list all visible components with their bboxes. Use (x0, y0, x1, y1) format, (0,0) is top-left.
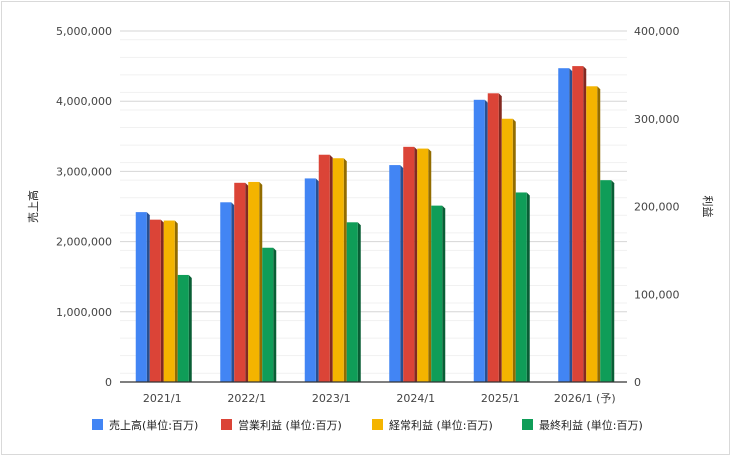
bar (262, 247, 274, 382)
bar (473, 99, 485, 383)
bar (501, 118, 513, 382)
y-tick-label: 1,000,000 (56, 306, 112, 319)
x-tick-label: 2025/1 (481, 392, 520, 405)
bar (318, 154, 330, 382)
bar (346, 222, 358, 382)
y2-tick-label: 400,000 (634, 25, 680, 38)
bar (389, 165, 401, 382)
y-tick-label: 4,000,000 (56, 95, 112, 108)
legend-swatch (522, 419, 533, 430)
y2-tick-label: 0 (634, 376, 641, 389)
bar-side (315, 178, 319, 382)
legend-swatch (221, 419, 232, 430)
bar (304, 178, 316, 382)
bar-side (484, 99, 488, 383)
bar (220, 202, 232, 382)
legend-label: 経常利益 (単位:百万) (389, 418, 493, 432)
bar (515, 192, 527, 382)
bar-side (343, 158, 347, 382)
x-tick-label: 2026/1 (予) (554, 392, 616, 405)
bar-side (498, 93, 502, 383)
y-tick-label: 5,000,000 (56, 25, 112, 38)
bar (558, 68, 570, 383)
y2-axis-title: 利益 (701, 196, 715, 218)
bar-side (611, 180, 615, 382)
bar-side (231, 202, 235, 382)
bar-side (146, 212, 150, 382)
bar (149, 219, 161, 382)
x-tick-label: 2022/1 (227, 392, 266, 405)
legend-swatch (372, 419, 383, 430)
legend-label: 売上高(単位:百万) (109, 418, 198, 432)
bar (163, 220, 175, 382)
bar (403, 146, 415, 382)
bar-side (329, 154, 333, 382)
y2-tick-label: 100,000 (634, 288, 680, 301)
bar (600, 180, 612, 382)
bar-side (160, 219, 164, 382)
bar (417, 148, 429, 382)
x-tick-label: 2021/1 (143, 392, 182, 405)
bar (572, 66, 584, 382)
bar-side (414, 146, 418, 382)
bar-side (512, 118, 516, 382)
bar-side (526, 192, 530, 382)
bar-side (245, 182, 249, 382)
y-tick-label: 0 (105, 376, 112, 389)
bar (135, 212, 147, 382)
bar (487, 93, 499, 383)
bar (431, 205, 443, 382)
bar-side (259, 181, 263, 382)
bar-side (273, 247, 277, 382)
bar-side (442, 205, 446, 382)
bar-side (400, 165, 404, 382)
bar (586, 86, 598, 382)
bar-side (597, 86, 601, 382)
legend-swatch (92, 419, 103, 430)
x-tick-label: 2024/1 (396, 392, 435, 405)
legend-label: 最終利益 (単位:百万) (539, 418, 643, 432)
bar-side (428, 148, 432, 382)
x-tick-label: 2023/1 (312, 392, 351, 405)
bar (234, 182, 246, 382)
bar (248, 181, 260, 382)
y2-tick-label: 300,000 (634, 113, 680, 126)
bar (332, 158, 344, 382)
bar-side (583, 66, 587, 382)
bar-side (174, 220, 178, 382)
bar-side (188, 274, 192, 382)
bar-side (569, 68, 573, 383)
bar (177, 274, 189, 382)
bar-side (357, 222, 361, 382)
y2-tick-label: 200,000 (634, 201, 680, 214)
y-tick-label: 3,000,000 (56, 165, 112, 178)
legend-label: 営業利益 (単位:百万) (238, 418, 342, 432)
y-tick-label: 2,000,000 (56, 236, 112, 249)
y-axis-title: 売上高 (26, 190, 40, 223)
